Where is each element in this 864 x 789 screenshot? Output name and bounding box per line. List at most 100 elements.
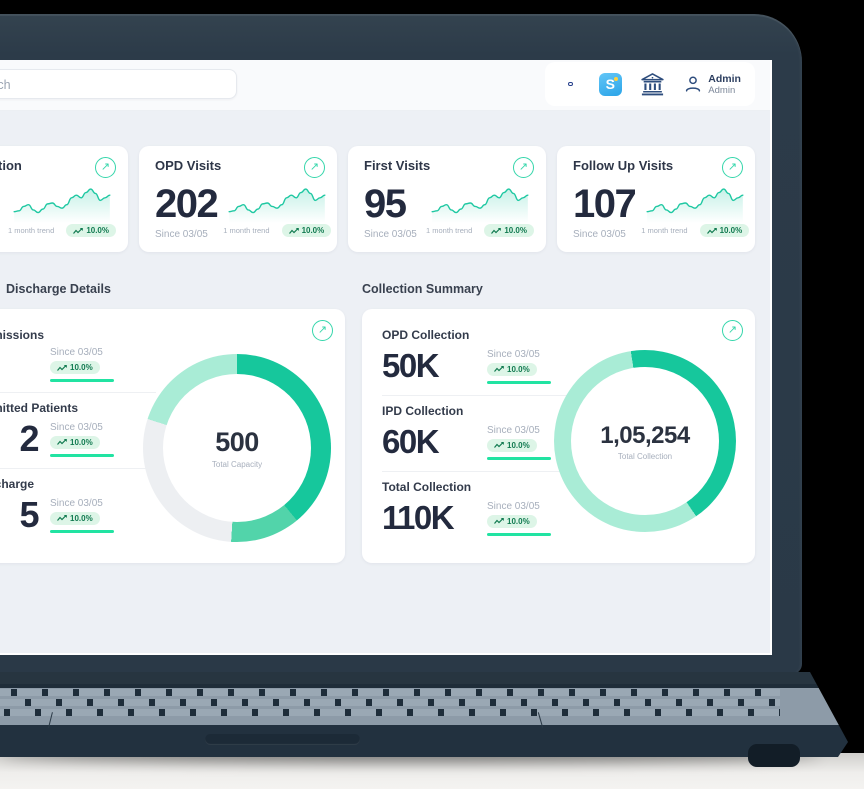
- stat-card-opd-visits: OPD Visits ↗ 202 Since 03/05: [139, 146, 337, 252]
- donut-center-value: 500: [215, 427, 259, 457]
- trend-badge: 10.0%: [281, 224, 332, 237]
- sparkline-chart: [13, 188, 111, 223]
- flag-chakra-icon: [568, 81, 573, 87]
- trend-badge: 10.0%: [50, 511, 100, 525]
- detail-item-admissions: Admissions Since 03/05: [0, 319, 162, 392]
- desk-surface: [0, 753, 864, 789]
- app-logo-icon[interactable]: S: [598, 72, 622, 96]
- stat-card-value: 107: [573, 182, 637, 226]
- keyboard-row: [0, 709, 780, 716]
- detail-item-since: Since 03/05: [487, 500, 540, 512]
- detail-cards-row: ↗ Admissions Since 03/05: [0, 309, 770, 563]
- trend-label: 1 month trend: [641, 226, 688, 235]
- stat-card-first-visits: First Visits ↗ 95 Since 03/05: [348, 146, 546, 252]
- stat-card-since: Since 03/05: [155, 229, 208, 240]
- trend-up-icon: [57, 364, 67, 371]
- stat-card-title: OPD Visits: [155, 158, 222, 173]
- search-input[interactable]: [0, 70, 268, 100]
- detail-item-since: Since 03/05: [487, 348, 540, 360]
- capacity-donut-chart: 500 Total Capacity: [143, 354, 331, 542]
- detail-item-title: Admissions: [0, 328, 45, 342]
- sparkline-chart: [431, 188, 529, 223]
- detail-item-admitted-patients: Admitted Patients 2 Since 03/05: [0, 392, 162, 468]
- keyboard: [0, 689, 780, 719]
- trend-underline: [487, 532, 551, 536]
- stat-card-value: 202: [155, 182, 219, 226]
- detail-item-discharge: Discharge 5 Since 03/05: [0, 468, 162, 544]
- trend-up-icon: [706, 227, 717, 234]
- trend-badge: 10.0%: [484, 224, 534, 237]
- discharge-details-card: ↗ Admissions Since 03/05: [0, 309, 345, 563]
- donut-center-value: 1,05,254: [600, 421, 690, 449]
- trend-label: 1 month trend: [8, 226, 55, 235]
- expand-arrow-button[interactable]: ↗: [312, 320, 333, 341]
- stat-card-follow-up-visits: Follow Up Visits ↗ 107 Since 03/05: [557, 146, 755, 252]
- trend-up-icon: [494, 366, 504, 372]
- trend-underline: [50, 453, 114, 457]
- expand-arrow-button[interactable]: ↗: [722, 157, 743, 178]
- user-menu[interactable]: Admin Admin: [682, 73, 741, 96]
- expand-arrow-button[interactable]: ↗: [95, 157, 116, 178]
- user-role: Admin: [708, 84, 736, 96]
- laptop-base: [0, 672, 848, 757]
- user-text: Admin Admin: [708, 73, 741, 96]
- laptop-lid: S: [0, 14, 802, 674]
- header-icons-panel: S: [545, 62, 755, 106]
- section-headers: Discharge Details Collection Summary: [0, 282, 770, 304]
- detail-item-title: Discharge: [0, 477, 35, 491]
- user-avatar-icon: [686, 76, 701, 92]
- search-box: [0, 69, 268, 100]
- expand-arrow-button[interactable]: ↗: [304, 157, 325, 178]
- trend-badge: 10.0%: [699, 224, 750, 237]
- detail-item-title: Total Collection: [382, 480, 472, 494]
- user-name: Admin: [708, 72, 741, 85]
- stat-card-registration: Registration ↗ 6 Since 03/05: [0, 146, 128, 252]
- stat-card-since: Since 03/05: [364, 229, 417, 240]
- laptop-front-notch: [205, 734, 360, 745]
- detail-item-since: Since 03/05: [50, 421, 103, 433]
- detail-item-value: 110K: [382, 499, 455, 536]
- stat-card-value: 95: [364, 182, 407, 226]
- expand-arrow-button[interactable]: ↗: [513, 157, 534, 178]
- detail-item-opd-collection: OPD Collection 50K Since 03/05: [362, 319, 592, 395]
- collection-donut-chart: 1,05,254 Total Collection: [554, 350, 736, 532]
- detail-item-total-collection: Total Collection 110K Since 03/05: [362, 471, 592, 547]
- trend-underline: [50, 379, 114, 382]
- header-bar: S: [0, 60, 770, 111]
- stat-cards-row: Registration ↗ 6 Since 03/05: [0, 146, 770, 252]
- trend-badge: 10.0%: [50, 435, 100, 449]
- keyboard-row: [0, 689, 780, 696]
- trend-up-icon: [288, 227, 299, 234]
- stat-card-since: Since 03/05: [573, 229, 626, 240]
- trend-badge: 10.0%: [487, 438, 537, 452]
- donut-center-label: Total Collection: [617, 451, 673, 461]
- sparkline-chart: [228, 188, 326, 223]
- india-flag-icon[interactable]: [559, 76, 582, 92]
- detail-item-title: IPD Collection: [382, 404, 464, 418]
- trend-underline: [487, 380, 551, 384]
- section-title-collection: Collection Summary: [362, 282, 483, 296]
- trend-up-icon: [57, 439, 67, 445]
- trend-up-icon: [491, 227, 502, 234]
- detail-item-since: Since 03/05: [487, 424, 540, 436]
- expand-arrow-button[interactable]: ↗: [722, 320, 743, 341]
- detail-item-value: 60K: [382, 423, 440, 460]
- trend-badge: 10.0%: [487, 514, 537, 528]
- detail-item-title: Admitted Patients: [0, 401, 79, 415]
- trend-up-icon: [57, 515, 67, 521]
- dashboard-main: Registration ↗ 6 Since 03/05: [0, 111, 770, 563]
- trend-underline: [50, 529, 114, 533]
- stat-card-title: First Visits: [364, 158, 431, 173]
- detail-item-value: 50K: [382, 347, 440, 384]
- trend-label: 1 month trend: [426, 226, 473, 235]
- stat-card-title: Registration: [0, 158, 22, 173]
- sparkline-chart: [646, 188, 744, 223]
- trend-badge: 10.0%: [66, 224, 116, 237]
- app-logo-dot: [613, 76, 618, 81]
- dashboard: S: [0, 60, 770, 653]
- trend-badge: 10.0%: [487, 362, 537, 376]
- bank-icon[interactable]: [639, 71, 666, 98]
- trend-label: 1 month trend: [223, 226, 270, 235]
- section-title-discharge: Discharge Details: [6, 282, 111, 296]
